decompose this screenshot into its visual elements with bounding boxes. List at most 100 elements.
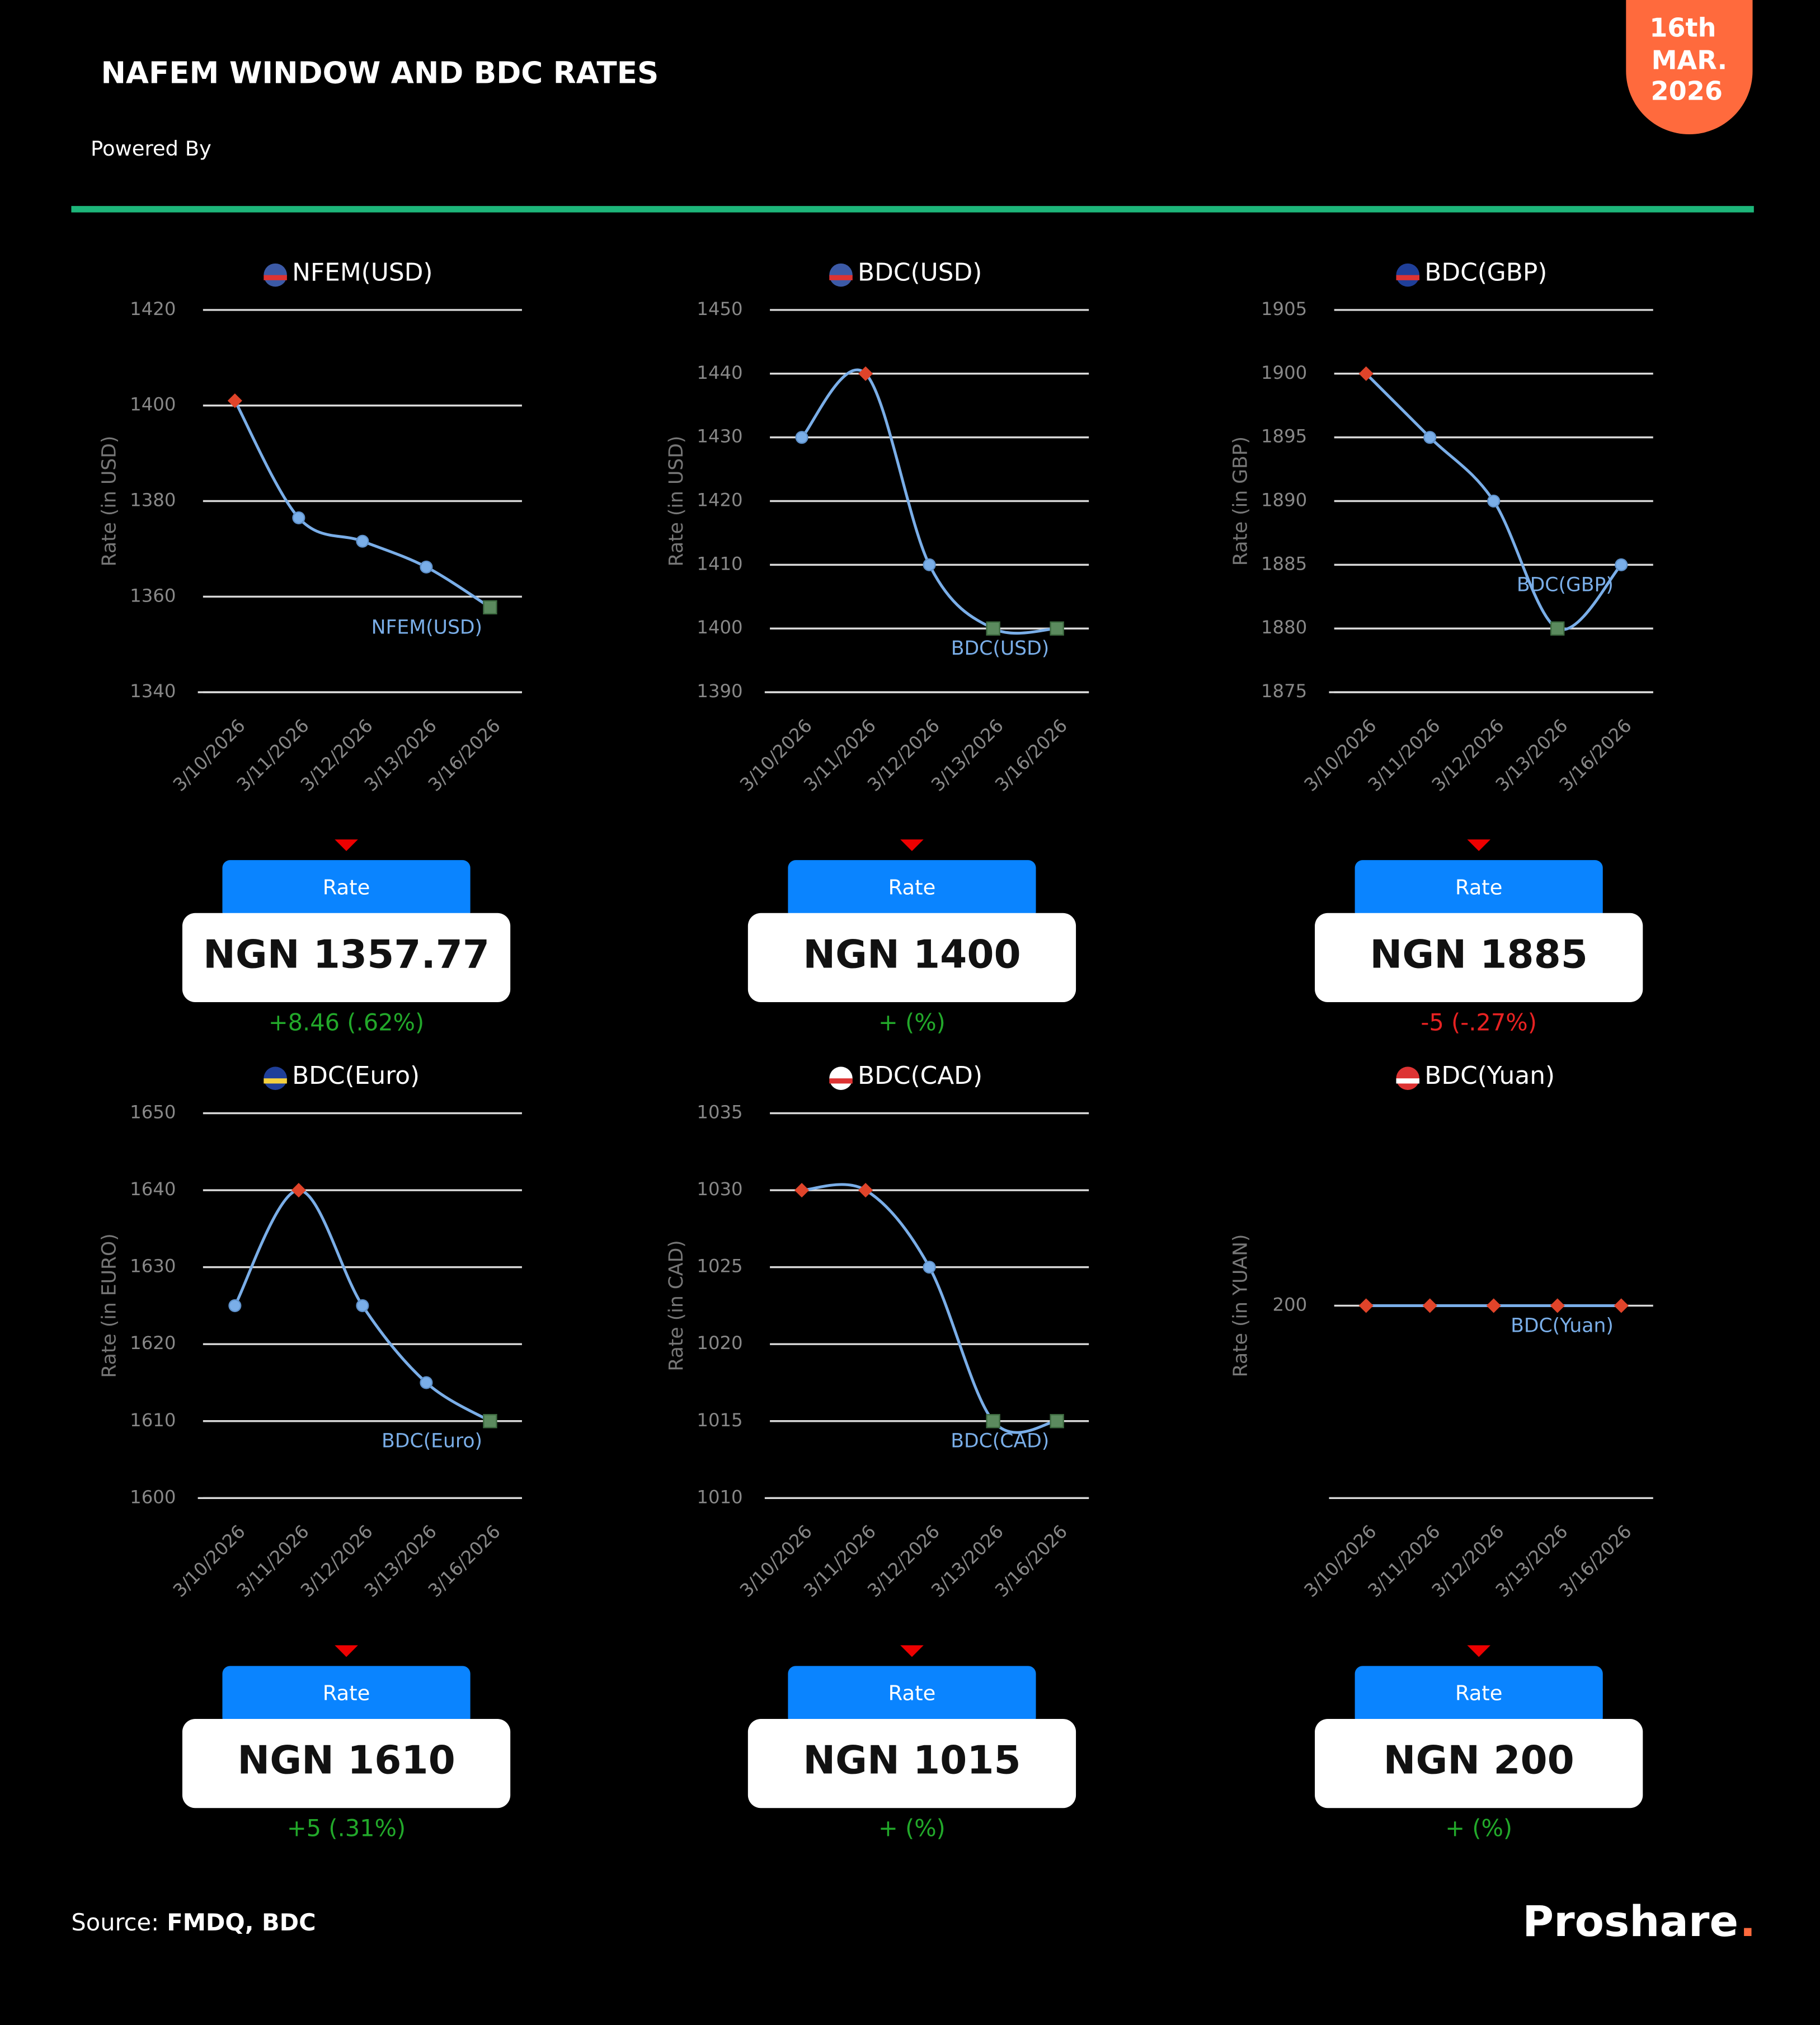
series-line: [1365, 372, 1623, 631]
rate-change: + (%): [878, 1814, 946, 1841]
y-tick-label: 1340: [130, 680, 176, 702]
y-tick-label: 1440: [697, 362, 742, 383]
marker: [356, 1299, 369, 1312]
rate-label: Rate: [1455, 875, 1503, 899]
source-label: Source:: [71, 1909, 159, 1936]
rate-tab: [222, 1666, 471, 1726]
rate-tab: [788, 860, 1036, 920]
y-tick-label: 1410: [697, 553, 742, 574]
y-tick-label: 1030: [697, 1178, 742, 1200]
down-arrow: [900, 839, 924, 851]
y-tick-label: 1905: [1261, 298, 1307, 320]
brand-dot: .: [1739, 1896, 1756, 1946]
marker-max: [227, 393, 242, 408]
marker: [795, 431, 808, 444]
rate-label: Rate: [323, 875, 370, 899]
y-tick-label: 1875: [1261, 680, 1307, 702]
y-tick-label: 1610: [130, 1409, 176, 1431]
chart-title: BDC(GBP): [1424, 258, 1547, 286]
chart-title: BDC(Yuan): [1424, 1061, 1555, 1090]
y-tick-label: 1400: [697, 617, 742, 638]
rate-value: NGN 1015: [803, 1739, 1021, 1783]
y-axis-label: Rate (in USD): [98, 436, 121, 567]
y-tick-label: 1600: [130, 1486, 176, 1507]
y-tick-label: 1890: [1261, 490, 1307, 511]
source: FMDQ, BDC: [167, 1909, 316, 1936]
marker: [228, 1299, 242, 1312]
marker: [923, 1261, 936, 1274]
y-tick-label: 1450: [697, 298, 742, 320]
page-title: NAFEM WINDOW AND BDC RATES: [101, 56, 659, 91]
rate-tab: [1355, 1666, 1603, 1726]
series-label: BDC(USD): [951, 637, 1050, 660]
chart-title: BDC(CAD): [858, 1061, 982, 1090]
rate-change: +5 (.31%): [287, 1814, 406, 1841]
y-tick-label: 200: [1273, 1294, 1308, 1315]
down-arrow: [1467, 839, 1490, 851]
marker: [1487, 494, 1501, 508]
rate-tab: [1355, 860, 1603, 920]
powered-by: Powered By: [91, 137, 211, 161]
y-axis-label: Rate (in GBP): [1230, 436, 1252, 566]
date-day: 16th: [1649, 13, 1716, 43]
series-label: BDC(GBP): [1517, 574, 1614, 596]
series-label: BDC(CAD): [951, 1430, 1049, 1453]
y-axis-label: Rate (in USD): [665, 436, 688, 567]
date-month: MAR.: [1652, 45, 1728, 75]
y-tick-label: 1650: [130, 1102, 176, 1123]
marker-min: [986, 1414, 1000, 1429]
marker: [420, 560, 433, 574]
rate-box: [1315, 1718, 1643, 1808]
marker: [1615, 558, 1628, 571]
down-arrow: [1467, 1645, 1490, 1657]
marker-max: [1486, 1298, 1501, 1313]
y-axis-label: Rate (in YUAN): [1230, 1234, 1252, 1377]
rate-value: NGN 1885: [1370, 932, 1588, 977]
rate-box: [182, 913, 511, 1003]
down-arrow: [900, 1645, 924, 1657]
flag-stripe: [264, 275, 287, 280]
marker: [292, 511, 305, 524]
y-tick-label: 1025: [697, 1256, 742, 1277]
date-year: 2026: [1651, 76, 1723, 106]
rate-box: [747, 913, 1076, 1003]
marker-max: [1614, 1298, 1629, 1313]
marker: [1423, 431, 1437, 444]
marker: [923, 558, 936, 571]
rate-change: +8.46 (.62%): [269, 1008, 424, 1036]
series-label: BDC(Euro): [382, 1430, 482, 1453]
y-tick-label: 1630: [130, 1256, 176, 1277]
date-badge: [1626, 0, 1753, 135]
marker-min: [986, 621, 1000, 636]
rate-change: + (%): [878, 1008, 946, 1036]
flag-stripe: [1396, 1078, 1420, 1084]
y-tick-label: 1020: [697, 1332, 742, 1354]
rate-value: NGN 1610: [237, 1739, 455, 1783]
flag-stripe: [1396, 275, 1420, 280]
rate-tab: [788, 1666, 1036, 1726]
down-arrow: [335, 839, 358, 851]
flag-stripe: [829, 1078, 853, 1084]
y-tick-label: 1620: [130, 1332, 176, 1354]
y-tick-label: 1015: [697, 1409, 742, 1431]
y-tick-label: 1640: [130, 1178, 176, 1200]
series-label: BDC(Yuan): [1511, 1314, 1614, 1337]
y-tick-label: 1360: [130, 585, 176, 606]
series-line: [801, 1183, 1057, 1434]
rate-label: Rate: [323, 1681, 370, 1705]
series-line: [233, 1188, 491, 1422]
marker-max: [858, 366, 873, 381]
y-tick-label: 1010: [697, 1486, 742, 1507]
rate-change: -5 (-.27%): [1421, 1008, 1537, 1036]
rate-label: Rate: [888, 1681, 936, 1705]
marker: [356, 534, 369, 548]
y-tick-label: 1420: [130, 298, 176, 320]
rate-value: NGN 1357.77: [203, 932, 490, 977]
chart-title: BDC(Euro): [292, 1061, 420, 1090]
marker-min: [1050, 621, 1064, 636]
y-tick-label: 1885: [1261, 553, 1307, 574]
marker-min: [1050, 1414, 1064, 1429]
y-axis-label: Rate (in CAD): [665, 1240, 688, 1371]
marker-min: [483, 1414, 497, 1429]
